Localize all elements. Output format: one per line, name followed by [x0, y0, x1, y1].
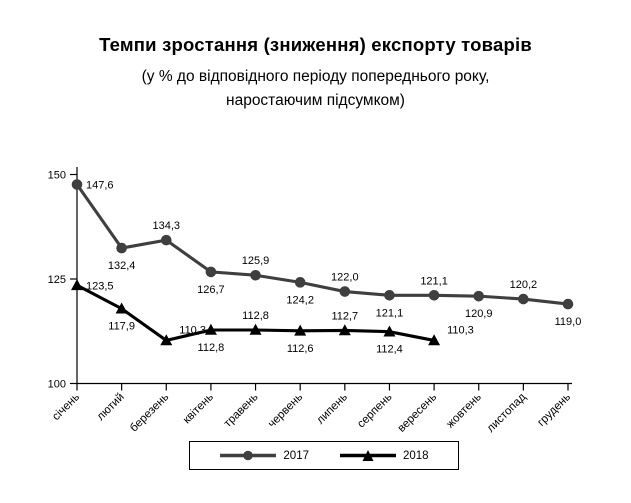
data-point-label: 121,1	[376, 307, 404, 319]
data-point-2017	[428, 290, 440, 301]
chart-subtitle-line2: наростаючим підсумком)	[226, 92, 405, 109]
data-point-label: 123,5	[86, 280, 114, 292]
chart-title: Темпи зростання (зниження) експорту това…	[99, 34, 532, 55]
legend-label-2017: 2017	[283, 449, 309, 462]
data-point-label: 117,9	[108, 321, 135, 333]
data-point-label: 112,6	[287, 343, 314, 355]
chart-header: Темпи зростання (зниження) експорту това…	[0, 34, 631, 113]
data-point-label: 112,7	[331, 310, 358, 322]
data-point-label: 112,8	[198, 342, 225, 354]
data-point-2017	[71, 179, 83, 190]
data-point-2017	[518, 293, 529, 305]
data-point-label: 132,4	[108, 260, 136, 272]
data-point-label: 125,9	[242, 255, 270, 267]
data-point-2017	[116, 242, 127, 254]
data-point-2018	[294, 324, 307, 336]
x-tick-label: квітень	[181, 391, 216, 426]
data-point-2018	[115, 302, 128, 314]
x-tick-label: серпень	[355, 391, 394, 430]
data-point-2018	[249, 323, 262, 335]
x-tick-label: січень	[50, 391, 82, 423]
legend-label-2018: 2018	[403, 449, 429, 462]
chart-subtitle-line1: (у % до відповідного періоду попередньог…	[141, 68, 490, 85]
x-tick-label: червень	[266, 391, 305, 430]
data-point-2017	[562, 298, 574, 310]
data-point-label: 126,7	[197, 284, 225, 296]
x-tick-label: березень	[128, 391, 171, 434]
x-tick-label: жовтень	[444, 391, 483, 430]
data-point-label: 119,0	[555, 316, 582, 328]
data-point-label: 110,3	[179, 324, 206, 336]
data-point-2018	[338, 324, 351, 336]
data-point-2018	[428, 334, 441, 346]
series-line-2017	[75, 183, 569, 306]
line-circle-marker-icon	[220, 450, 277, 461]
data-point-label: 120,2	[510, 279, 538, 291]
data-point-2017	[205, 266, 217, 278]
y-tick-label: 150	[48, 170, 66, 182]
legend-entry-2017: 2017	[219, 449, 309, 462]
x-tick-label: лютий	[95, 391, 127, 423]
data-point-2018	[383, 325, 396, 337]
legend-triangle-2018	[362, 450, 374, 461]
data-point-label: 112,4	[376, 344, 403, 356]
data-point-2017	[250, 269, 261, 281]
data-point-2018	[204, 323, 217, 335]
data-point-label: 121,1	[420, 275, 448, 287]
data-point-2017	[294, 277, 306, 288]
x-tick-label: грудень	[535, 391, 573, 429]
data-point-label: 110,3	[447, 324, 474, 336]
data-point-2017	[473, 290, 485, 302]
data-point-label: 124,2	[286, 294, 314, 306]
legend: 2017 2018	[189, 441, 459, 470]
data-point-2017	[384, 290, 395, 301]
data-point-label: 112,8	[242, 310, 269, 322]
x-tick-label: вересень	[396, 391, 440, 435]
data-point-label: 134,3	[153, 220, 181, 232]
x-tick-label: травень	[222, 391, 261, 430]
legend-circle-2017	[243, 450, 254, 461]
data-point-2017	[160, 234, 172, 246]
data-point-label: 122,0	[331, 272, 359, 284]
y-tick-label: 125	[48, 274, 66, 286]
data-point-label: 147,6	[86, 180, 114, 192]
data-point-2018	[71, 279, 83, 291]
line-triangle-marker-icon	[340, 450, 396, 461]
data-point-label: 120,9	[465, 308, 493, 320]
data-point-2018	[160, 334, 173, 346]
data-point-2017	[339, 286, 351, 297]
y-tick-label: 100	[48, 379, 66, 391]
x-tick-label: листопад	[485, 391, 529, 435]
legend-entry-2018: 2018	[339, 449, 429, 462]
x-tick-label: липень	[315, 391, 350, 426]
